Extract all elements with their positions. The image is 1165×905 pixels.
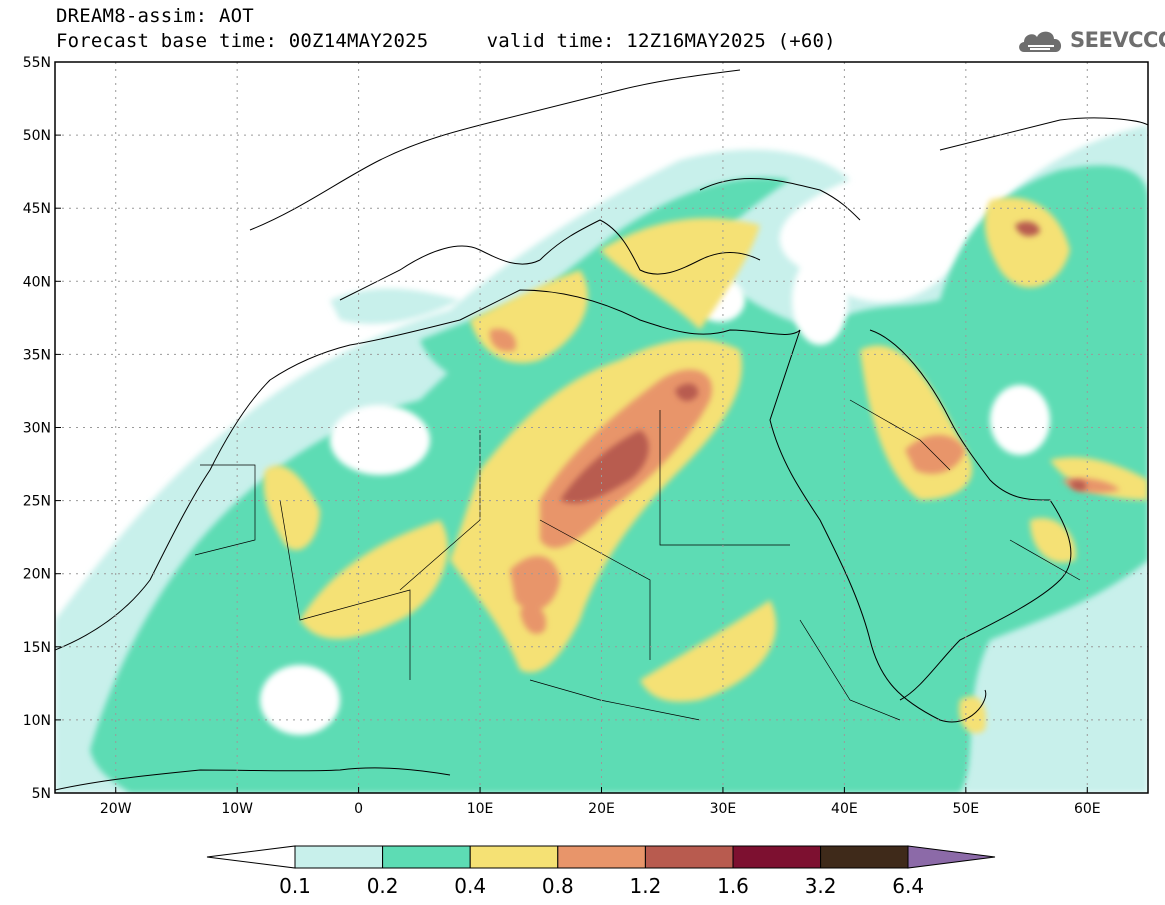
colorbar-label: 3.2	[805, 874, 837, 898]
y-tick-label: 50N	[23, 128, 51, 144]
country-borders	[194, 399, 1081, 721]
colorbar-label: 0.2	[367, 874, 399, 898]
y-tick-label: 30N	[23, 421, 51, 437]
x-tick-label: 30E	[710, 801, 737, 817]
colorbar-labels: 0.1 0.2 0.4 0.8 1.2 1.6 3.2 6.4	[279, 874, 924, 898]
aot-level-1.2	[560, 221, 1087, 504]
colorbar-label: 1.6	[717, 874, 749, 898]
grid	[55, 62, 1148, 793]
x-tick-label: 40E	[831, 801, 858, 817]
y-axis: 55N 50N 45N 40N 35N 30N 25N 20N 15N 10N 5N	[23, 55, 61, 802]
y-tick-label: 45N	[23, 201, 51, 217]
y-tick-label: 20N	[23, 567, 51, 583]
colorbar-label: 0.8	[542, 874, 574, 898]
cloud-icon	[1019, 31, 1062, 52]
colorbar-box	[732, 845, 822, 869]
colorbar-box	[469, 845, 559, 869]
colorbar-label: 0.4	[454, 874, 486, 898]
colorbar-label: 6.4	[892, 874, 924, 898]
x-tick-label: 20W	[100, 801, 132, 817]
colorbar-label: 1.2	[629, 874, 661, 898]
x-tick-label: 60E	[1074, 801, 1101, 817]
forecast-time-subtitle: Forecast base time: 00Z14MAY2025 valid t…	[56, 30, 836, 52]
x-tick-label: 50E	[952, 801, 979, 817]
x-axis: 20W 10W 0 10E 20E 30E 40E 50E 60E	[100, 787, 1101, 817]
y-tick-label: 5N	[32, 786, 51, 802]
y-tick-label: 35N	[23, 347, 51, 363]
colorbar-box	[557, 845, 646, 869]
colorbar-label: 0.1	[279, 874, 311, 898]
y-tick-label: 10N	[23, 713, 51, 729]
colorbar-boxes	[294, 845, 909, 869]
x-tick-label: 0	[354, 801, 363, 817]
seevccc-logo: SEEVCCC	[1016, 24, 1165, 58]
colorbar-under-arrow	[206, 845, 296, 869]
x-tick-label: 20E	[588, 801, 615, 817]
y-tick-label: 55N	[23, 55, 51, 71]
y-tick-label: 25N	[23, 494, 51, 510]
x-tick-label: 10W	[221, 801, 253, 817]
map-title: DREAM8-assim: AOT	[56, 5, 254, 27]
colorbar-box	[644, 845, 734, 869]
y-tick-label: 40N	[23, 274, 51, 290]
colorbar-box	[294, 845, 384, 869]
colorbar-box	[820, 845, 909, 869]
coastlines	[55, 69, 1148, 791]
colorbar-box	[382, 845, 471, 869]
aot-field	[55, 125, 1148, 793]
x-tick-label: 10E	[467, 801, 494, 817]
logo-text: SEEVCCC	[1070, 28, 1165, 52]
colorbar-over-arrow	[907, 845, 996, 869]
y-tick-label: 15N	[23, 640, 51, 656]
